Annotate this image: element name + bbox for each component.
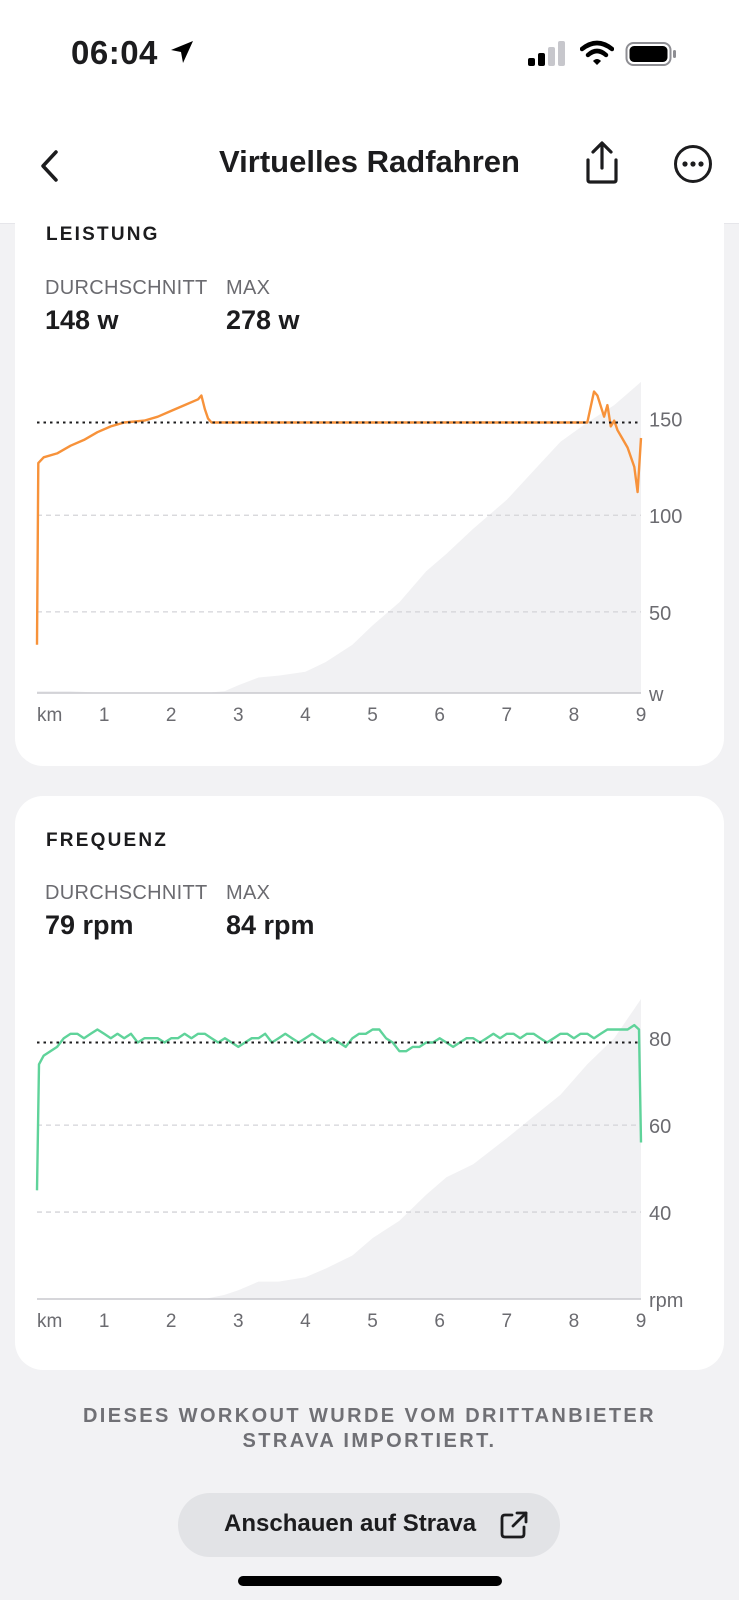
power-card: LEISTUNG DURCHSCHNITT MAX 148 w 278 w 15… xyxy=(15,190,724,766)
cadence-card: FREQUENZ DURCHSCHNITT MAX 79 rpm 84 rpm … xyxy=(15,796,724,1370)
ellipsis-circle-icon[interactable] xyxy=(673,144,713,184)
x-tick-label: 5 xyxy=(367,705,378,726)
share-icon[interactable] xyxy=(582,140,622,186)
x-tick-label: 4 xyxy=(300,705,311,726)
x-tick-label: 6 xyxy=(434,705,445,726)
max-value: 278 w xyxy=(226,305,300,335)
y-tick-label: 40 xyxy=(649,1203,671,1225)
page-title: Virtuelles Radfahren xyxy=(219,144,520,179)
y-tick-label: 150 xyxy=(649,410,682,432)
x-tick-label: 7 xyxy=(501,705,512,726)
x-tick-label: 2 xyxy=(166,705,177,726)
cadence-chart: 80 60 40 rpm km 1 2 3 4 5 6 7 8 9 xyxy=(35,999,683,1332)
power-chart: 150 100 50 w km 1 2 3 4 5 6 7 8 9 xyxy=(35,381,682,726)
view-on-strava-label: Anschauen auf Strava xyxy=(224,1510,477,1537)
x-tick-label: 1 xyxy=(99,1311,110,1332)
elevation-profile-area xyxy=(37,999,641,1299)
status-time: 06:04 xyxy=(71,34,158,71)
battery-icon xyxy=(625,42,676,66)
max-label: MAX xyxy=(226,882,271,904)
section-title: LEISTUNG xyxy=(46,224,160,245)
x-tick-label: 3 xyxy=(233,1311,244,1332)
x-tick-label: 7 xyxy=(501,1311,512,1332)
wifi-icon xyxy=(580,40,614,65)
x-tick-label: 9 xyxy=(636,705,647,726)
y-tick-label: 60 xyxy=(649,1116,671,1138)
x-tick-label: 8 xyxy=(569,1311,580,1332)
y-tick-label: 50 xyxy=(649,603,671,625)
x-tick-label: 6 xyxy=(434,1311,445,1332)
home-indicator xyxy=(238,1576,502,1586)
y-tick-label: 80 xyxy=(649,1029,671,1051)
avg-label: DURCHSCHNITT xyxy=(45,882,208,904)
import-note-line: DIESES WORKOUT WURDE VOM DRITTANBIETER xyxy=(82,1405,657,1427)
max-value: 84 rpm xyxy=(226,910,315,940)
avg-label: DURCHSCHNITT xyxy=(45,277,208,299)
y-tick-label: 100 xyxy=(649,506,682,528)
avg-value: 79 rpm xyxy=(45,910,134,940)
x-tick-label: 4 xyxy=(300,1311,311,1332)
external-link-icon xyxy=(500,1511,528,1539)
x-axis-unit: km xyxy=(37,1311,62,1332)
cell-signal-icon xyxy=(528,41,565,66)
import-note-line: STRAVA IMPORTIERT. xyxy=(242,1430,497,1452)
x-tick-label: 2 xyxy=(166,1311,177,1332)
section-title: FREQUENZ xyxy=(46,830,169,851)
y-axis-unit: w xyxy=(648,684,664,706)
max-label: MAX xyxy=(226,277,271,299)
x-axis-unit: km xyxy=(37,705,62,726)
x-tick-label: 3 xyxy=(233,705,244,726)
location-arrow-icon xyxy=(171,41,193,63)
y-axis-unit: rpm xyxy=(649,1290,683,1312)
status-bar: 06:04 xyxy=(0,0,739,110)
data-series-line xyxy=(35,390,643,645)
x-tick-label: 9 xyxy=(636,1311,647,1332)
chevron-left-icon[interactable] xyxy=(34,144,66,188)
elevation-profile-area xyxy=(37,381,641,693)
x-tick-label: 8 xyxy=(569,705,580,726)
x-tick-label: 1 xyxy=(99,705,110,726)
data-series-line xyxy=(35,1023,643,1191)
import-note: DIESES WORKOUT WURDE VOM DRITTANBIETER S… xyxy=(0,1404,739,1454)
view-on-strava-button[interactable]: Anschauen auf Strava xyxy=(178,1493,560,1557)
x-tick-label: 5 xyxy=(367,1311,378,1332)
avg-value: 148 w xyxy=(45,305,119,335)
